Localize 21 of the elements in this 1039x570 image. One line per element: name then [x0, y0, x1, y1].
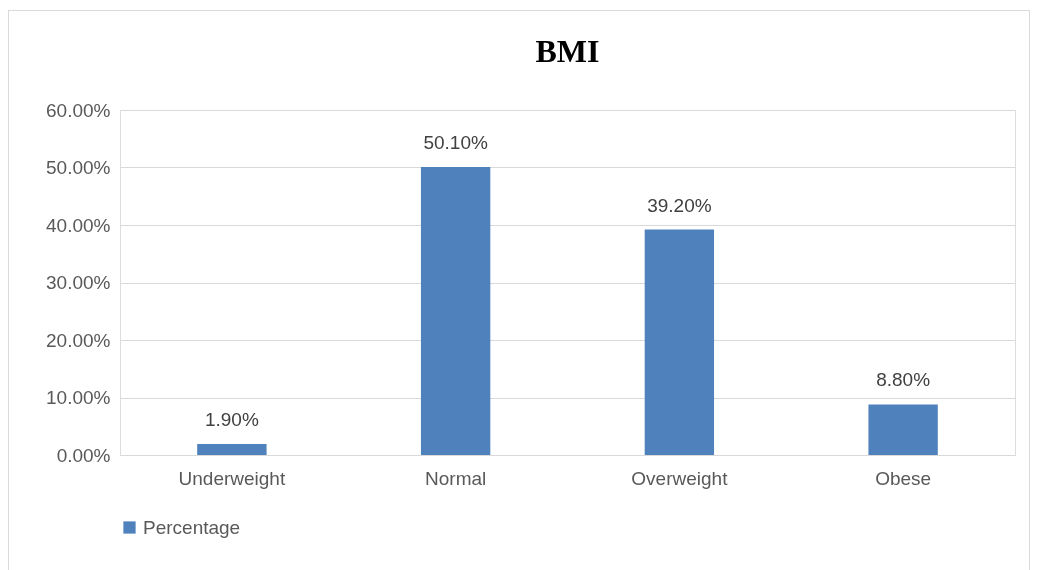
bar [420, 166, 491, 455]
y-tick-label: 60.00% [46, 99, 111, 121]
legend-label: Percentage [143, 516, 241, 538]
x-tick-label: Underweight [178, 467, 286, 489]
bar [644, 229, 715, 455]
data-label: 8.80% [876, 369, 931, 391]
bar [868, 404, 938, 455]
y-tick-label: 0.00% [56, 444, 111, 466]
data-label: 50.10% [423, 131, 488, 153]
y-tick-label: 20.00% [46, 329, 111, 351]
y-tick-label: 40.00% [46, 214, 111, 236]
x-tick-label: Obese [875, 467, 932, 489]
x-tick-label: Normal [425, 467, 487, 489]
y-tick-label: 10.00% [46, 387, 111, 408]
data-label: 39.20% [647, 194, 712, 216]
y-tick-label: 30.00% [46, 272, 111, 293]
chart-title: BMI [535, 33, 600, 69]
y-tick-label: 50.00% [46, 157, 111, 178]
bar [197, 444, 267, 455]
data-label: 1.90% [204, 409, 259, 431]
x-tick-label: Overweight [631, 467, 729, 489]
